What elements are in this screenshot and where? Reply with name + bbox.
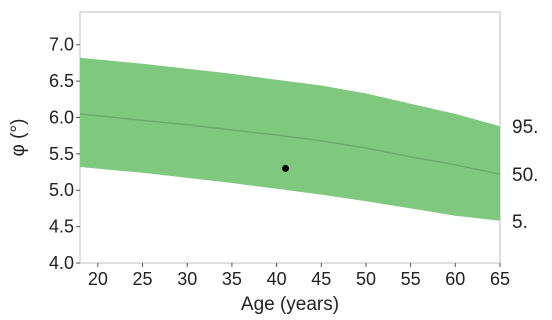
y-tick-label-5: 6.5 [49, 71, 74, 91]
data-points [282, 164, 290, 172]
series-label-0: 95. [512, 117, 538, 138]
x-tick-label-5: 45 [311, 269, 331, 289]
plot-area [79, 11, 501, 264]
y-axis-ticks: 4.0 4.5 5.0 5.5 6.0 6.5 7.0 [49, 35, 80, 273]
y-tick-label-3: 5.5 [49, 144, 74, 164]
x-tick-label-0: 20 [88, 269, 108, 289]
series-label-1: 50. [512, 165, 538, 186]
percentile-labels: 95. 50. 5. [512, 117, 538, 233]
y-axis-label: φ (°) [8, 119, 29, 157]
x-axis-label: Age (years) [241, 294, 339, 315]
data-point-0 [282, 164, 290, 172]
series-line-50 [79, 113, 501, 175]
x-tick-label-6: 50 [356, 269, 376, 289]
y-tick-label-6: 7.0 [49, 35, 74, 55]
y-tick-label-0: 4.0 [49, 253, 74, 273]
y-tick-label-2: 5.0 [49, 180, 74, 200]
y-tick-label-1: 4.5 [49, 217, 74, 237]
percentile-band [80, 57, 500, 221]
x-tick-label-2: 30 [177, 269, 197, 289]
x-tick-label-8: 60 [445, 269, 465, 289]
y-tick-label-4: 6.0 [49, 107, 74, 127]
x-axis-ticks: 20 25 30 35 40 45 50 55 60 65 [88, 263, 510, 289]
x-tick-label-9: 65 [490, 269, 510, 289]
x-tick-label-4: 40 [267, 269, 287, 289]
series-label-2: 5. [512, 212, 528, 233]
x-tick-label-3: 35 [222, 269, 242, 289]
x-tick-label-1: 25 [133, 269, 153, 289]
x-tick-label-7: 55 [401, 269, 421, 289]
